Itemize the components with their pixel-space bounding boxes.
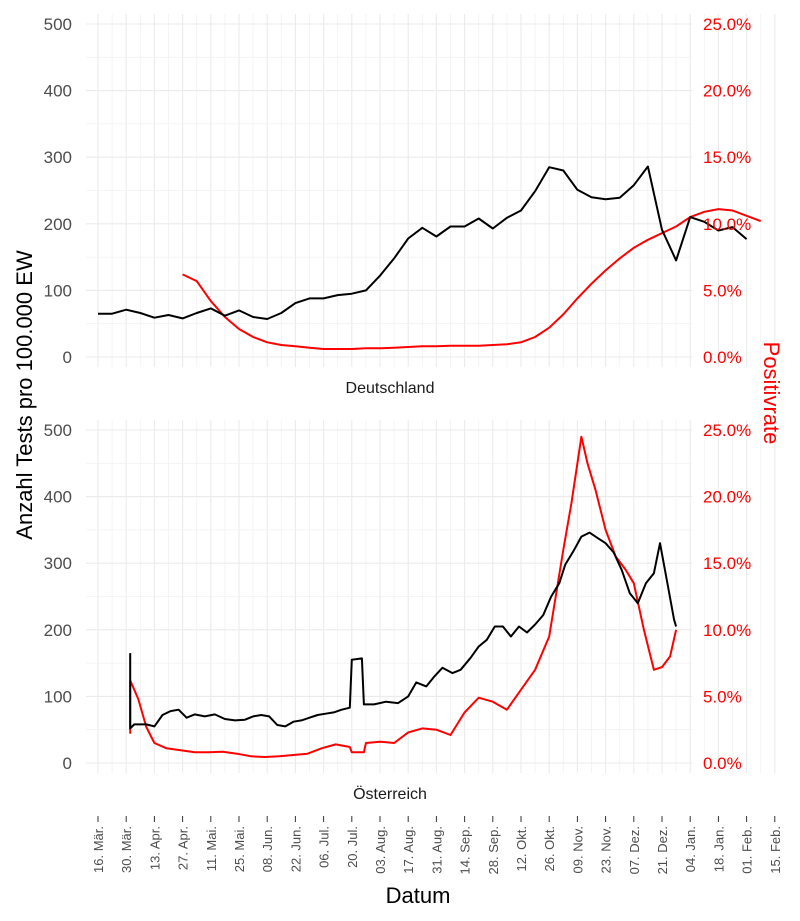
y-right-tick-label: 20.0% (703, 82, 751, 101)
x-tick-label: 14. Sep. (458, 826, 473, 874)
y-right-tick-label: 0.0% (703, 754, 742, 773)
y-right-tick-label: 15.0% (703, 148, 751, 167)
x-tick-label: 30. Mär. (119, 826, 134, 873)
y-left-tick-label: 500 (44, 421, 72, 440)
x-tick-label: 27. Apr. (176, 826, 191, 870)
x-tick-label: 01. Feb. (740, 826, 755, 874)
y-right-tick-label: 5.0% (703, 281, 742, 300)
y-left-tick-label: 300 (44, 554, 72, 573)
y-left-tick-label: 400 (44, 488, 72, 507)
y-right-tick-label: 15.0% (703, 554, 751, 573)
facet-label: Deutschland (346, 380, 435, 397)
y-left-tick-label: 500 (44, 15, 72, 34)
y-left-tick-label: 200 (44, 621, 72, 640)
x-tick-label: 11. Mai. (204, 826, 219, 871)
y-left-tick-label: 100 (44, 687, 72, 706)
x-tick-label: 03. Aug. (373, 826, 388, 874)
y-right-tick-label: 0.0% (703, 348, 742, 367)
x-axis-title: Datum (386, 883, 451, 908)
y-right-tick-label: 20.0% (703, 488, 751, 507)
x-tick-label: 16. Mär. (91, 826, 106, 873)
grid-layer (86, 14, 776, 773)
tests-line (129, 531, 678, 730)
y-right-tick-label: 10.0% (703, 621, 751, 640)
x-tick-label: 13. Apr. (147, 826, 162, 870)
x-tick-label: 07. Dez. (627, 826, 642, 874)
positivity-line (182, 208, 762, 350)
y-axis-title-right: Positivrate (759, 342, 784, 445)
y-left-tick-label: 0 (63, 754, 72, 773)
y-left-tick-label: 100 (44, 281, 72, 300)
x-tick-label: 22. Jun. (288, 826, 303, 872)
x-tick-label: 12. Okt. (514, 826, 529, 872)
x-tick-label: 17. Aug. (401, 826, 416, 874)
x-tick-label: 23. Nov. (599, 826, 614, 873)
x-tick-label: 18. Jan. (711, 826, 726, 872)
x-tick-label: 21. Dez. (655, 826, 670, 874)
x-tick-label: 09. Nov. (570, 826, 585, 873)
x-tick-label: 28. Sep. (486, 826, 501, 874)
y-left-tick-label: 300 (44, 148, 72, 167)
y-right-tick-label: 25.0% (703, 15, 751, 34)
y-right-tick-label: 5.0% (703, 687, 742, 706)
tests-line (98, 165, 748, 320)
x-tick-label: 25. Mai. (232, 826, 247, 872)
y-right-tick-label: 10.0% (703, 215, 751, 234)
x-tick-label: 26. Okt. (542, 826, 557, 872)
positivity-line (129, 435, 678, 758)
x-tick-label: 04. Jan. (683, 826, 698, 872)
series-layer (98, 165, 762, 758)
y-left-tick-label: 0 (63, 348, 72, 367)
x-tick-label: 20. Jul. (345, 826, 360, 868)
x-tick-label: 15. Feb. (768, 826, 783, 874)
x-tick-label: 06. Jul. (317, 826, 332, 868)
x-tick-label: 31. Aug. (429, 826, 444, 874)
y-left-tick-label: 400 (44, 82, 72, 101)
axes-layer: 0 100 200 300 400 500 0.0% 5.0% 10.0% 15.0% 20.0% 2… (44, 15, 783, 874)
y-right-tick-label: 25.0% (703, 421, 751, 440)
y-left-tick-label: 200 (44, 215, 72, 234)
x-tick-label: 08. Jun. (260, 826, 275, 872)
y-axis-title-left: Anzahl Tests pro 100.000 EW (12, 250, 37, 540)
facet-label: Österreich (353, 785, 427, 803)
